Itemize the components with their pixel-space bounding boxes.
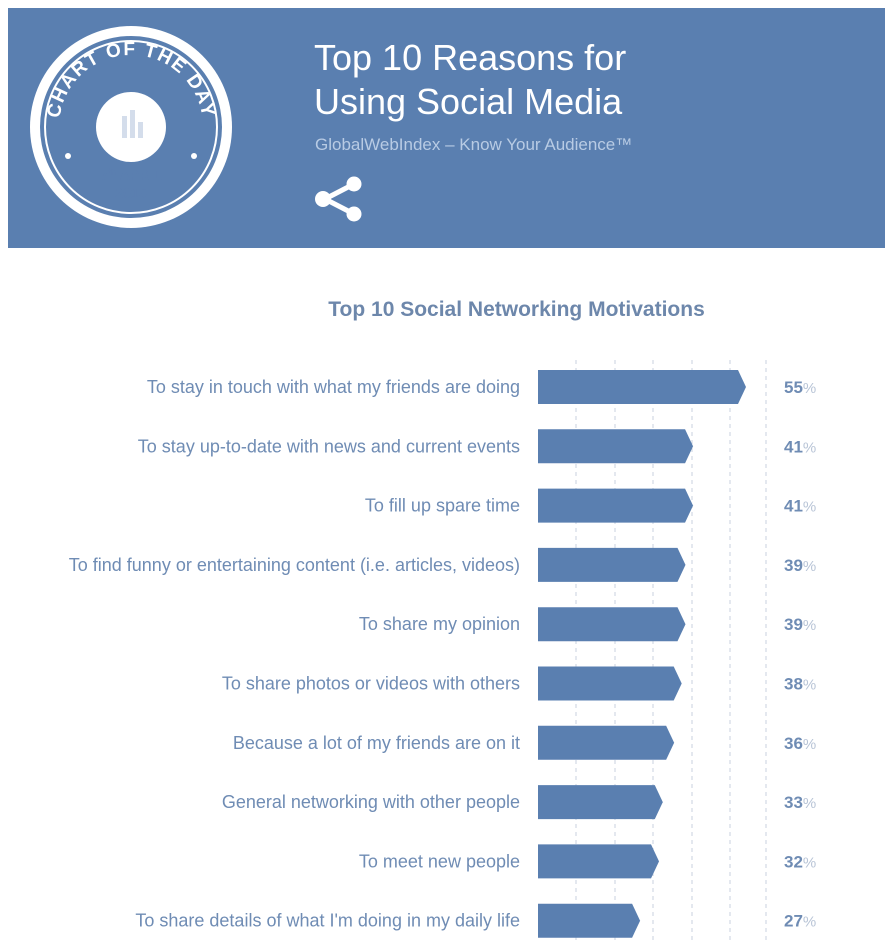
category-label: Because a lot of my friends are on it <box>233 733 520 753</box>
category-label: To share photos or videos with others <box>222 674 520 694</box>
share-icon[interactable] <box>312 176 364 222</box>
value-label: 32% <box>784 852 816 871</box>
badge-month: APRIL <box>120 167 162 183</box>
bar <box>538 429 694 464</box>
percent-sign: % <box>803 617 816 634</box>
title-line-2: Using Social Media <box>314 81 623 122</box>
value-label: 38% <box>784 675 816 694</box>
subtitle: GlobalWebIndex – Know Your Audience™ <box>315 135 633 154</box>
badge-day-suffix: th <box>108 167 117 177</box>
percent-sign: % <box>803 558 816 575</box>
bar <box>538 547 686 582</box>
category-label: To stay up-to-date with news and current… <box>138 436 520 456</box>
value-label: 55% <box>784 378 816 397</box>
svg-text:7th APRIL: 7th APRIL <box>100 167 162 183</box>
bar <box>538 666 682 701</box>
bar <box>538 903 641 938</box>
bar <box>538 488 694 523</box>
percent-sign: % <box>803 499 816 516</box>
category-label: To share details of what I'm doing in my… <box>135 911 520 931</box>
value-label: 41% <box>784 437 816 456</box>
percent-sign: % <box>803 439 816 456</box>
category-label: General networking with other people <box>222 792 520 812</box>
percent-sign: % <box>803 795 816 812</box>
percent-sign: % <box>803 854 816 871</box>
page-title: Top 10 Reasons for Using Social Media <box>314 36 814 124</box>
title-line-1: Top 10 Reasons for <box>314 37 627 78</box>
value-label: 39% <box>784 615 816 634</box>
chart-of-the-day-badge: CHART OF THE DAY 7th APRIL 2015 <box>30 26 232 228</box>
header-banner: CHART OF THE DAY 7th APRIL 2015 Top 10 R… <box>8 8 885 248</box>
percent-sign: % <box>803 677 816 694</box>
bar <box>538 607 686 642</box>
percent-sign: % <box>803 914 816 931</box>
value-label: 36% <box>784 734 816 753</box>
value-label: 39% <box>784 556 816 575</box>
chart-title: Top 10 Social Networking Motivations <box>328 298 705 321</box>
category-label: To stay in touch with what my friends ar… <box>147 377 520 397</box>
percent-sign: % <box>803 380 816 397</box>
value-label: 33% <box>784 793 816 812</box>
badge-year: 2015 <box>115 185 146 201</box>
category-label: To meet new people <box>359 851 520 871</box>
bar <box>538 844 660 879</box>
category-label: To find funny or entertaining content (i… <box>69 555 520 575</box>
value-label: 27% <box>784 912 816 931</box>
category-label: To share my opinion <box>359 614 520 634</box>
percent-sign: % <box>803 736 816 753</box>
badge-day: 7 <box>100 167 108 183</box>
bar <box>538 370 746 404</box>
category-label: To fill up spare time <box>365 496 520 516</box>
value-label: 41% <box>784 497 816 516</box>
bar <box>538 725 675 760</box>
bar <box>538 785 663 820</box>
